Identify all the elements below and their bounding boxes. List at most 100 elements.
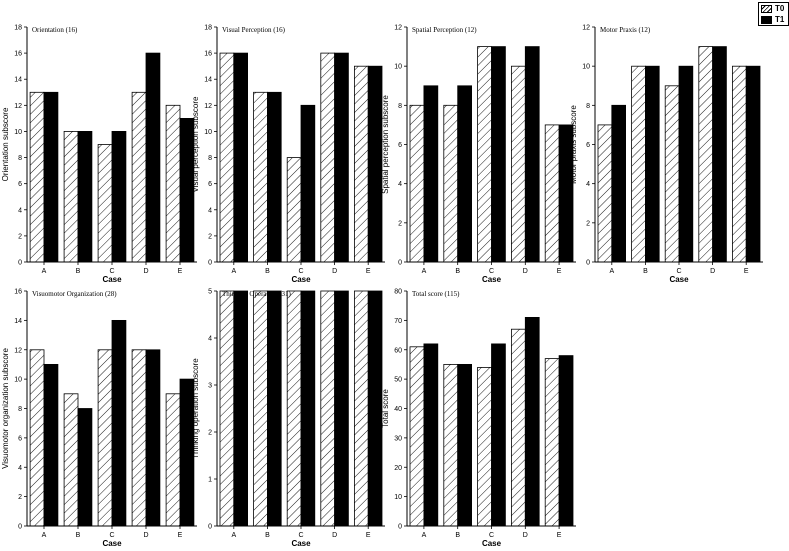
bar-t1-d xyxy=(145,349,161,527)
y-tick-label: 0 xyxy=(18,260,22,267)
x-tick-label: E xyxy=(557,268,562,275)
bar-t1-d xyxy=(524,46,540,263)
y-tick-label: 1 xyxy=(208,477,212,484)
y-axis-label: Visual perception subscore xyxy=(191,96,200,192)
x-tick-label: A xyxy=(42,268,47,275)
x-tick-label: B xyxy=(455,532,460,539)
bar-t0-b xyxy=(253,290,268,527)
chart-panel-3: A B C D E 0 2 4 6 8 10 12 Spatial Perception (12) Cas… xyxy=(381,25,576,284)
x-axis-label: Case xyxy=(102,275,122,284)
x-tick-label: E xyxy=(366,268,371,275)
x-axis-label: Case xyxy=(102,539,122,548)
bar-t1-e xyxy=(367,290,383,527)
y-tick-label: 8 xyxy=(208,155,212,162)
chart-title: Motor Praxis (12) xyxy=(600,26,651,34)
y-tick-label: 12 xyxy=(582,25,590,32)
x-tick-label: D xyxy=(523,268,528,275)
bar-t0-b xyxy=(253,91,268,263)
y-tick-label: 2 xyxy=(208,430,212,437)
x-axis-label: Case xyxy=(291,275,311,284)
legend-label-t0: T0 xyxy=(775,4,785,13)
x-tick-label: C xyxy=(109,532,114,539)
bar-t1-c xyxy=(491,343,506,527)
chart-title: Visual Perception (16) xyxy=(222,26,286,34)
bar-t1-d xyxy=(712,46,727,263)
x-tick-label: C xyxy=(676,268,681,275)
y-tick-label: 16 xyxy=(204,51,212,58)
x-tick-label: D xyxy=(143,268,148,275)
y-tick-label: 20 xyxy=(394,465,402,472)
bar-t1-e xyxy=(367,65,383,263)
y-tick-label: 60 xyxy=(394,347,402,354)
y-tick-label: 12 xyxy=(14,103,22,110)
bar-t1-d xyxy=(524,316,540,527)
chart-title: Orientation (16) xyxy=(32,26,78,34)
y-tick-label: 8 xyxy=(18,406,22,413)
y-tick-label: 0 xyxy=(18,524,22,531)
bar-t0-a xyxy=(409,104,425,263)
y-axis-label: Thinking operation subscore xyxy=(191,358,200,459)
bar-t1-a xyxy=(43,363,59,527)
y-tick-label: 4 xyxy=(398,181,402,188)
bar-t0-c xyxy=(477,46,492,263)
x-tick-label: D xyxy=(332,268,337,275)
x-tick-label: E xyxy=(366,532,371,539)
y-axis-label: Orientation subscore xyxy=(1,107,10,181)
y-tick-label: 12 xyxy=(204,103,212,110)
bar-t0-e xyxy=(544,358,560,527)
y-tick-label: 0 xyxy=(586,260,590,267)
bar-t1-e xyxy=(745,65,761,263)
y-tick-label: 16 xyxy=(14,289,22,296)
y-tick-label: 4 xyxy=(586,181,590,188)
y-tick-label: 14 xyxy=(14,77,22,84)
y-tick-label: 0 xyxy=(208,524,212,531)
x-tick-label: D xyxy=(523,532,528,539)
bar-t1-c xyxy=(111,319,127,527)
bar-t1-b xyxy=(645,65,660,263)
y-tick-label: 18 xyxy=(14,25,22,32)
bar-t1-b xyxy=(77,130,93,263)
bar-t0-d xyxy=(510,328,526,527)
bar-t0-e xyxy=(732,65,747,263)
x-tick-label: E xyxy=(557,532,562,539)
x-tick-label: C xyxy=(109,268,114,275)
y-tick-label: 8 xyxy=(586,103,590,110)
y-tick-label: 8 xyxy=(398,103,402,110)
chart-panel-2: A B C D E 0 2 4 6 8 10 12 14 16 18 Visual Perception (1… xyxy=(191,25,385,284)
bar-t0-e xyxy=(165,104,181,263)
x-tick-label: E xyxy=(178,268,183,275)
y-tick-label: 10 xyxy=(14,377,22,384)
bar-t1-b xyxy=(266,290,282,527)
bar-t0-b xyxy=(631,65,646,263)
legend-swatch-t1 xyxy=(761,16,772,24)
bar-t1-a xyxy=(233,52,249,263)
bar-t0-d xyxy=(698,46,713,263)
bar-t1-e xyxy=(558,355,574,527)
bar-t0-e xyxy=(544,124,560,263)
x-tick-label: B xyxy=(76,268,81,275)
bar-t0-d xyxy=(131,349,147,527)
y-tick-label: 5 xyxy=(208,289,212,296)
bar-t0-e xyxy=(353,290,369,527)
y-tick-label: 4 xyxy=(208,336,212,343)
y-tick-label: 6 xyxy=(398,142,402,149)
bar-t1-a xyxy=(43,91,59,263)
y-tick-label: 8 xyxy=(18,155,22,162)
bar-t1-c xyxy=(678,65,694,263)
chart-panel-5: A B C D E 0 2 4 6 8 10 12 14 16 Visuomotor Organizatio… xyxy=(1,289,197,548)
x-tick-label: C xyxy=(489,268,494,275)
chart-panel-6: A B C D E 0 1 2 3 4 5 Thinking Operation (31) Case Th… xyxy=(191,289,385,548)
y-tick-label: 30 xyxy=(394,435,402,442)
bar-t0-c xyxy=(97,349,113,527)
bar-t0-b xyxy=(443,363,459,527)
bar-t0-e xyxy=(353,65,369,263)
x-axis-label: Case xyxy=(482,275,502,284)
bar-t0-b xyxy=(443,104,459,263)
x-axis-label: Case xyxy=(669,275,689,284)
x-tick-label: B xyxy=(76,532,81,539)
y-tick-label: 50 xyxy=(394,377,402,384)
bar-t0-d xyxy=(510,65,526,263)
x-tick-label: A xyxy=(231,268,236,275)
x-tick-label: A xyxy=(231,532,236,539)
y-tick-label: 4 xyxy=(208,207,212,214)
